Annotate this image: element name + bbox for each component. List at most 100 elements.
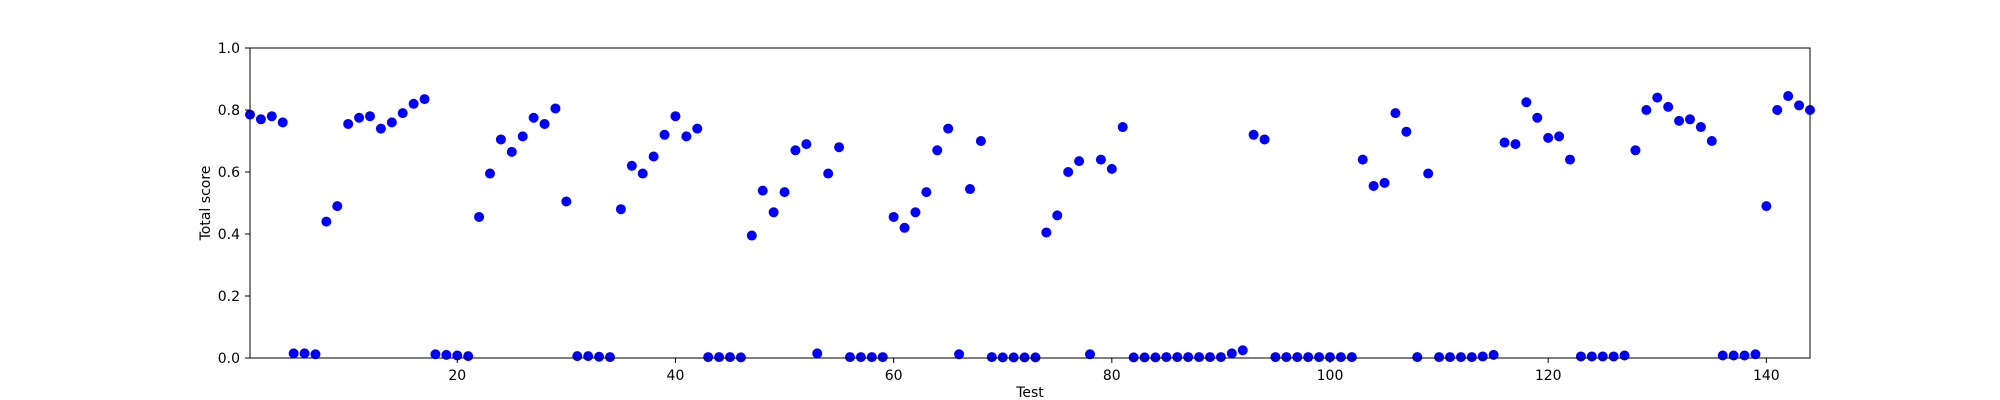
data-point bbox=[1608, 351, 1619, 362]
data-point bbox=[572, 351, 583, 362]
data-point bbox=[1652, 92, 1663, 103]
data-point bbox=[310, 349, 321, 360]
data-point bbox=[343, 118, 354, 129]
data-point bbox=[1695, 122, 1706, 133]
data-point bbox=[1368, 180, 1379, 191]
data-point bbox=[975, 136, 986, 146]
data-point bbox=[550, 103, 561, 114]
data-point bbox=[943, 123, 954, 134]
data-point bbox=[823, 168, 834, 179]
data-point bbox=[1532, 112, 1543, 123]
data-point bbox=[495, 134, 506, 145]
data-point bbox=[1663, 101, 1674, 112]
data-point bbox=[1314, 352, 1325, 363]
data-point bbox=[583, 351, 594, 362]
data-point bbox=[845, 352, 855, 363]
data-point bbox=[659, 129, 670, 140]
data-point bbox=[714, 352, 725, 363]
data-point bbox=[1717, 350, 1728, 361]
data-point bbox=[986, 352, 997, 363]
plot-frame bbox=[249, 47, 1811, 359]
data-point bbox=[1281, 352, 1292, 363]
data-point bbox=[1205, 352, 1215, 363]
data-point bbox=[1095, 154, 1106, 165]
data-point bbox=[1117, 122, 1128, 133]
data-point bbox=[485, 168, 495, 179]
data-point bbox=[1215, 352, 1226, 363]
y-tick-label: 1.0 bbox=[218, 41, 240, 57]
data-point bbox=[1412, 352, 1423, 363]
data-point bbox=[1008, 352, 1019, 363]
data-point bbox=[768, 207, 779, 218]
data-point bbox=[321, 216, 332, 227]
data-point bbox=[1161, 352, 1172, 363]
data-point bbox=[528, 112, 539, 123]
y-tick-label: 0.8 bbox=[218, 103, 240, 119]
data-point bbox=[725, 352, 735, 363]
x-tick-label: 80 bbox=[1103, 368, 1121, 384]
data-point bbox=[790, 145, 801, 156]
y-axis-ticks: 0.0 0.2 0.4 0.6 0.8 1.0 bbox=[218, 41, 250, 367]
data-point bbox=[1183, 352, 1194, 363]
data-point bbox=[1019, 352, 1030, 363]
data-point bbox=[1761, 201, 1772, 212]
data-point bbox=[921, 187, 932, 198]
data-point bbox=[517, 131, 528, 142]
data-point bbox=[954, 349, 965, 360]
data-point bbox=[1630, 145, 1641, 156]
x-tick-label: 100 bbox=[1317, 368, 1344, 384]
data-point bbox=[1303, 352, 1314, 363]
data-point bbox=[735, 352, 746, 363]
data-point bbox=[812, 348, 823, 359]
data-point bbox=[1565, 154, 1575, 165]
data-point bbox=[1543, 132, 1554, 143]
data-point bbox=[888, 211, 899, 222]
data-point bbox=[692, 123, 703, 134]
data-point bbox=[561, 196, 572, 207]
data-point bbox=[539, 118, 550, 129]
data-point bbox=[670, 111, 681, 122]
data-point bbox=[1445, 352, 1455, 363]
data-point bbox=[626, 160, 637, 171]
data-point bbox=[834, 142, 845, 153]
data-point bbox=[463, 351, 474, 362]
data-point bbox=[703, 352, 714, 363]
data-point bbox=[506, 146, 517, 157]
data-point bbox=[1521, 97, 1532, 108]
data-point bbox=[1248, 129, 1259, 140]
x-tick-label: 60 bbox=[885, 368, 903, 384]
data-point bbox=[1106, 163, 1117, 174]
data-point bbox=[1194, 352, 1205, 363]
y-tick-label: 0.2 bbox=[218, 289, 240, 305]
x-axis-ticks: 20 40 60 80 100 120 140 bbox=[448, 358, 1780, 384]
data-point bbox=[397, 108, 408, 119]
data-point bbox=[1052, 210, 1063, 221]
y-axis-title: Total score bbox=[198, 166, 214, 242]
data-point bbox=[648, 151, 659, 162]
data-point bbox=[757, 185, 768, 196]
data-point bbox=[354, 112, 365, 123]
data-point bbox=[1739, 350, 1750, 361]
data-point bbox=[1466, 352, 1477, 363]
data-point bbox=[1357, 154, 1368, 165]
data-point bbox=[1172, 352, 1183, 363]
data-point bbox=[1510, 139, 1521, 150]
data-point bbox=[899, 222, 910, 233]
data-point bbox=[1685, 114, 1695, 125]
data-point bbox=[1794, 100, 1805, 111]
data-point bbox=[288, 348, 299, 359]
data-point bbox=[1488, 349, 1499, 360]
y-tick-label: 0.0 bbox=[218, 351, 240, 367]
data-point bbox=[1270, 352, 1281, 363]
data-point bbox=[1346, 352, 1357, 363]
data-point bbox=[1379, 177, 1390, 188]
data-point bbox=[408, 98, 419, 109]
data-point bbox=[1074, 156, 1085, 167]
data-point bbox=[997, 352, 1008, 363]
x-tick-label: 140 bbox=[1753, 368, 1780, 384]
data-point bbox=[866, 352, 877, 363]
data-point bbox=[801, 139, 812, 150]
data-point bbox=[615, 204, 626, 215]
x-axis-title: Test bbox=[1015, 385, 1044, 400]
data-point bbox=[1706, 136, 1717, 146]
